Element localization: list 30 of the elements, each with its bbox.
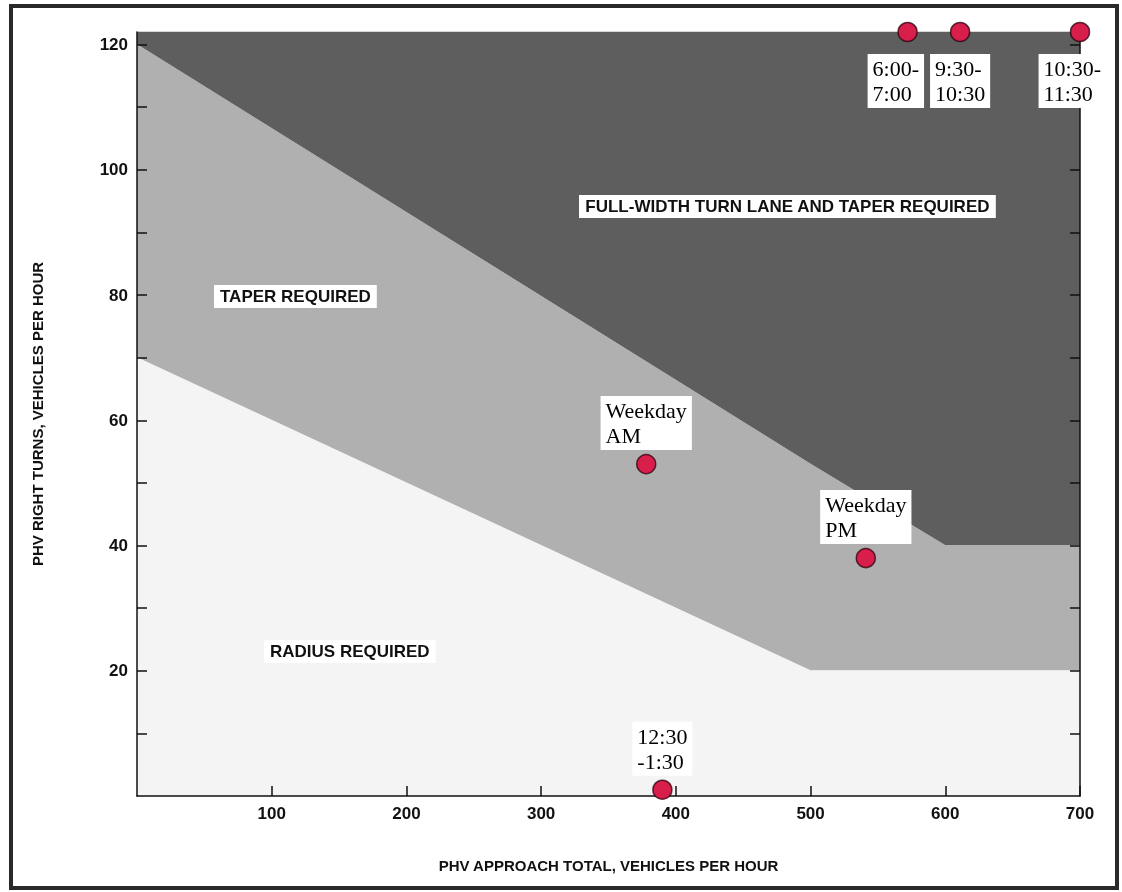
- annotation: 9:30- 10:30: [935, 56, 986, 106]
- point: [855, 547, 877, 569]
- series-label: FULL-WIDTH TURN LANE AND TAPER REQUIRED: [585, 197, 990, 216]
- x-tick-label: 300: [526, 804, 556, 823]
- annotation: Weekday AM: [605, 398, 687, 449]
- annotation: 12:30 -1:30: [637, 723, 688, 774]
- y-tick-label: 100: [99, 160, 128, 180]
- annotation: 10:30- 11:30: [1043, 56, 1102, 106]
- y-tick-label: 80: [109, 285, 128, 305]
- series-label: RADIUS REQUIRED: [270, 642, 430, 661]
- x-tick-label: 200: [392, 804, 421, 823]
- point: [635, 453, 657, 475]
- y-tick-label: 20: [109, 661, 128, 681]
- point: [949, 21, 971, 43]
- annotation: Weekday PM: [825, 492, 907, 543]
- x-tick-label: 500: [796, 804, 825, 823]
- x-axis-title: PHV APPROACH TOTAL, VEHICLES PER HOUR: [438, 857, 779, 874]
- y-tick-label: 40: [109, 536, 128, 556]
- x-tick-label: 700: [1065, 804, 1095, 823]
- point: [897, 21, 918, 43]
- y-axis-title: PHV RIGHT TURNS, VEHICLES PER HOUR: [29, 261, 46, 567]
- series-label: TAPER REQUIRED: [220, 287, 371, 306]
- annotation: 6:00- 7:00: [872, 56, 920, 106]
- x-tick-label: 600: [931, 804, 960, 823]
- x-tick-label: 400: [661, 804, 691, 823]
- point: [1069, 21, 1091, 43]
- x-tick-label: 100: [257, 804, 286, 823]
- point: [652, 779, 673, 800]
- y-tick-label: 120: [99, 35, 128, 55]
- y-tick-label: 60: [109, 410, 128, 430]
